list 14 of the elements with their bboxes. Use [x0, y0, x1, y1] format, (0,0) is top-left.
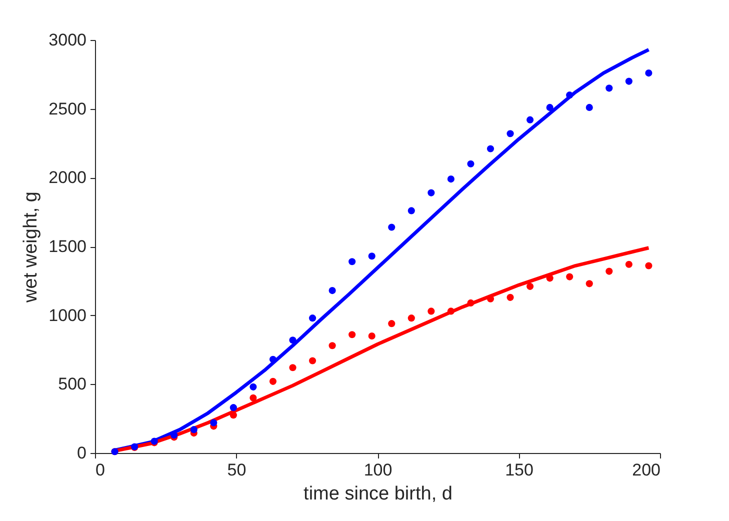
y-tick-label: 500	[58, 374, 86, 394]
x-tick-label: 100	[364, 460, 392, 480]
y-tick-label: 3000	[48, 30, 86, 50]
x-tick-label: 0	[96, 460, 105, 480]
y-tick-label: 2500	[48, 99, 86, 118]
y-tick-label: 2000	[48, 168, 86, 188]
x-axis-title: time since birth, d	[304, 484, 452, 504]
x-tick-label: 150	[505, 460, 534, 480]
y-tick-label: 0	[77, 444, 86, 462]
y-tick-label: 1500	[48, 237, 86, 256]
x-tick-label: 50	[227, 460, 246, 480]
y-axis-title: wet weight, g	[20, 192, 42, 304]
x-tick-label: 200	[632, 460, 660, 480]
y-tick-label: 1000	[48, 306, 86, 325]
